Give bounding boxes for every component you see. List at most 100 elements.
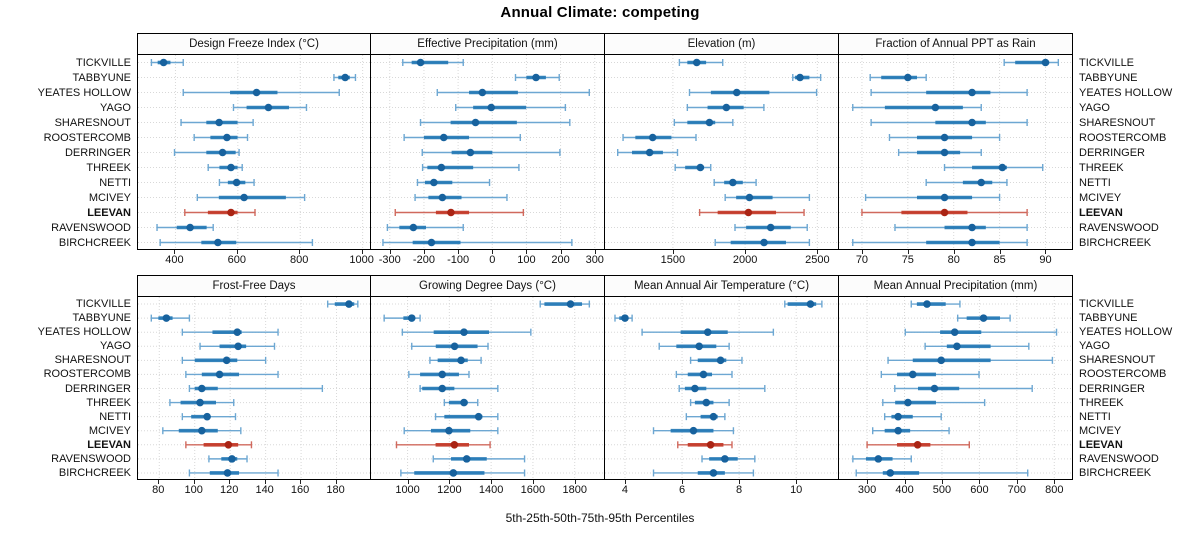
axis-tick: [236, 250, 238, 254]
whisker-sharesnout: [870, 118, 1028, 127]
row-label-left-netti: NETTI: [99, 410, 131, 423]
axis-tick-label: 1500: [660, 254, 686, 266]
row-label-right-ravenswood: RAVENSWOOD: [1079, 452, 1159, 465]
row-label-right-yeates-hollow: YEATES HOLLOW: [1079, 86, 1173, 99]
axis-tick: [423, 250, 425, 254]
row-label-left-birchcreek: BIRCHCREEK: [58, 236, 131, 249]
whisker-roostercomb: [888, 133, 1001, 142]
row-label-left-yago: YAGO: [100, 340, 131, 353]
axis-tick-label: 4: [621, 484, 629, 496]
panel-canvas: [605, 297, 839, 480]
axis-tick: [624, 480, 626, 484]
axis-tick: [449, 480, 451, 484]
whisker-threek: [421, 163, 520, 172]
row-label-right-roostercomb: ROOSTERCOMB: [1079, 368, 1167, 381]
row-label-left-threek: THREEK: [86, 161, 131, 174]
axis-tick-label: 80: [152, 484, 165, 496]
axis-tick: [817, 250, 819, 254]
row-label-left-tickville: TICKVILLE: [75, 298, 131, 311]
whisker-threek: [674, 163, 712, 172]
panel-canvas: [138, 55, 372, 250]
row-label-right-birchcreek: BIRCHCREEK: [1079, 236, 1152, 249]
whisker-mcivey: [196, 193, 306, 202]
whisker-yeates-hollow: [688, 88, 818, 97]
row-label-right-leevan: LEEVAN: [1079, 206, 1123, 219]
axis-tick-label: 400: [165, 254, 184, 266]
panel-mean-annual-precipitation-mm: [839, 297, 1073, 480]
axis-tick-label: 180: [326, 484, 345, 496]
whisker-mcivey: [414, 193, 508, 202]
row-label-left-threek: THREEK: [86, 396, 131, 409]
whisker-leevan: [698, 208, 805, 217]
axis-tick-label: -200: [412, 254, 435, 266]
axis-tick: [300, 480, 302, 484]
whisker-roostercomb: [193, 133, 249, 142]
whisker-yago: [852, 103, 982, 112]
whisker-ravenswood: [432, 455, 526, 463]
axis-tick-label: 800: [290, 254, 309, 266]
whisker-tickville: [784, 300, 823, 308]
whisker-leevan: [394, 208, 525, 217]
whisker-birchcreek: [714, 238, 811, 247]
whisker-netti: [883, 412, 942, 421]
row-label-left-roostercomb: ROOSTERCOMB: [43, 368, 131, 381]
axis-tick: [1045, 250, 1047, 254]
axis-tick-label: 400: [895, 484, 914, 496]
panel-canvas: [371, 297, 605, 480]
whisker-leevan: [866, 441, 970, 449]
whisker-birchcreek: [159, 238, 314, 247]
whisker-mcivey: [403, 426, 499, 435]
whisker-tabbyune: [514, 73, 560, 82]
axis-tick-label: -100: [447, 254, 470, 266]
axis-tick-label: -300: [378, 254, 401, 266]
row-label-right-tickville: TICKVILLE: [1079, 298, 1135, 311]
whisker-ravenswood: [701, 455, 756, 463]
axis-tick-label: 1400: [478, 484, 504, 496]
whisker-yago: [658, 342, 730, 351]
row-label-left-netti: NETTI: [99, 176, 131, 189]
whisker-netti: [925, 178, 1008, 187]
panel-growing-degree-days-c: [371, 297, 605, 480]
axis-tick-label: 160: [290, 484, 310, 496]
axis-tick: [361, 250, 363, 254]
whisker-birchcreek: [400, 469, 526, 477]
whisker-roostercomb: [675, 370, 733, 379]
axis-tick: [458, 250, 460, 254]
panel-strip-growing-degree-days-c: Growing Degree Days (°C): [371, 275, 605, 297]
whisker-yago: [924, 342, 1030, 351]
whisker-derringer: [188, 384, 324, 393]
row-label-right-sharesnout: SHARESNOUT: [1079, 116, 1156, 129]
whisker-leevan: [677, 441, 733, 449]
whisker-tabbyune: [614, 314, 633, 322]
whisker-ravenswood: [894, 223, 1028, 232]
row-label-left-yago: YAGO: [100, 101, 131, 114]
whisker-birchcreek: [852, 238, 1028, 247]
axis-tick: [174, 250, 176, 254]
whisker-ravenswood: [208, 455, 248, 463]
whisker-birchcreek: [855, 469, 1029, 477]
panel-canvas: [138, 297, 372, 480]
axis-tick: [953, 250, 955, 254]
panel-canvas: [839, 55, 1073, 250]
row-label-right-tabbyune: TABBYUNE: [1079, 71, 1138, 84]
whisker-roostercomb: [622, 133, 697, 142]
whisker-tickville: [910, 300, 961, 308]
row-label-left-leevan: LEEVAN: [87, 438, 131, 451]
row-label-left-tabbyune: TABBYUNE: [72, 312, 131, 325]
axis-tick-label: 1000: [395, 484, 420, 496]
whisker-mcivey: [724, 193, 811, 202]
axis-tick-label: 140: [255, 484, 274, 496]
whisker-yago: [411, 342, 489, 351]
whisker-sharesnout: [419, 118, 571, 127]
axis-tick-label: 85: [993, 254, 1006, 266]
panel-elevation-m: [605, 55, 839, 250]
row-label-right-derringer: DERRINGER: [1079, 382, 1146, 395]
row-label-right-derringer: DERRINGER: [1079, 146, 1146, 159]
whisker-mcivey: [864, 193, 1001, 202]
whisker-tickville: [326, 300, 359, 308]
row-label-left-mcivey: MCIVEY: [88, 424, 131, 437]
row-label-right-mcivey: MCIVEY: [1079, 424, 1122, 437]
whisker-tabbyune: [956, 314, 1011, 322]
whisker-tickville: [678, 58, 724, 67]
